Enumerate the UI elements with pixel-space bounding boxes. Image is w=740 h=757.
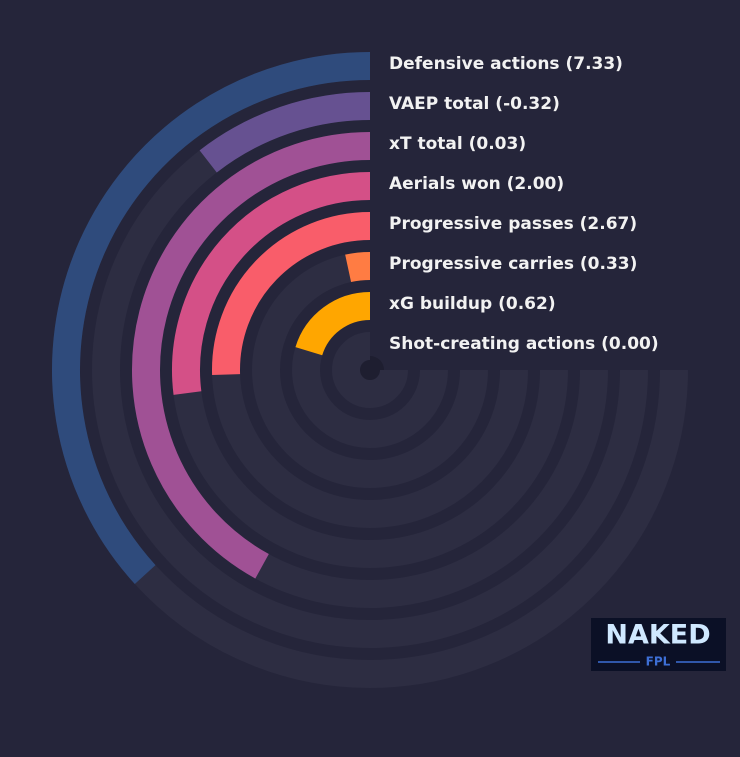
category-label: xG buildup (0.62)	[389, 294, 556, 314]
category-label: Shot-creating actions (0.00)	[389, 334, 659, 354]
logo: NAKED FPL	[591, 618, 726, 671]
category-label: VAEP total (-0.32)	[389, 94, 560, 114]
bar	[295, 292, 371, 356]
bar	[52, 52, 371, 585]
bar	[132, 132, 371, 579]
center-dot	[356, 356, 384, 384]
bar	[199, 92, 371, 173]
bar	[212, 212, 371, 375]
track	[92, 92, 648, 648]
track	[252, 252, 488, 488]
bar	[345, 252, 371, 283]
category-label: Aerials won (2.00)	[389, 174, 564, 194]
category-label: Progressive passes (2.67)	[389, 214, 637, 234]
logo-subtitle: FPL	[646, 655, 671, 669]
category-label: Defensive actions (7.33)	[389, 54, 623, 74]
track	[332, 332, 408, 408]
logo-title: NAKED	[605, 620, 710, 651]
category-label: xT total (0.03)	[389, 134, 526, 154]
bar	[172, 172, 371, 395]
category-label: Progressive carries (0.33)	[389, 254, 637, 274]
